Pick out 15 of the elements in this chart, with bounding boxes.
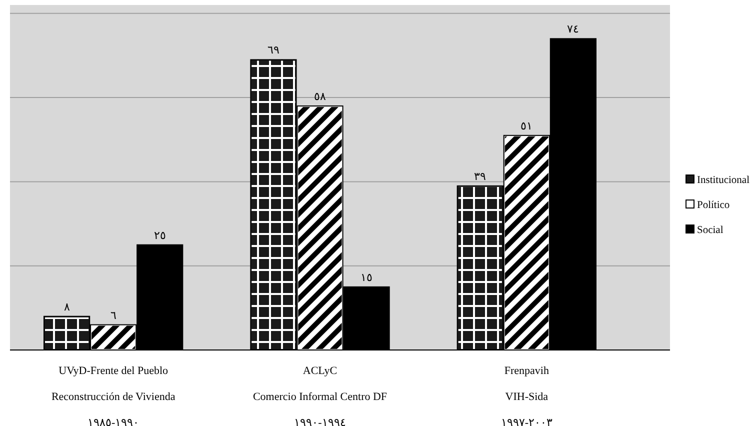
data-label: ٣٩ <box>474 170 486 183</box>
data-label: ٦٩ <box>267 44 280 57</box>
category-label: Frenpavih VIH-Sida ٢٠٠٣-١٩٩٧ <box>500 365 552 426</box>
category-label: ACLyC Comercio Informal Centro DF ١٩٩٤-١٩٩٠ <box>252 365 388 426</box>
data-label: ٨ <box>64 301 70 314</box>
legend-label: Político <box>697 200 730 211</box>
data-label: ٢٥ <box>154 230 166 242</box>
legend-label: Social <box>697 225 724 236</box>
data-label: ٦ <box>110 310 116 322</box>
data-label: ٥٨ <box>314 90 326 103</box>
data-label: ١٥ <box>360 272 373 284</box>
legend-label: Institucional <box>697 175 750 186</box>
data-label: ٥١ <box>520 120 533 132</box>
data-label: ٧٤ <box>567 24 580 36</box>
category-label: UVyD-Frente del Pueblo Reconstrucción de Vivienda ١٩٩٠-١٩٨٥ <box>51 365 176 426</box>
